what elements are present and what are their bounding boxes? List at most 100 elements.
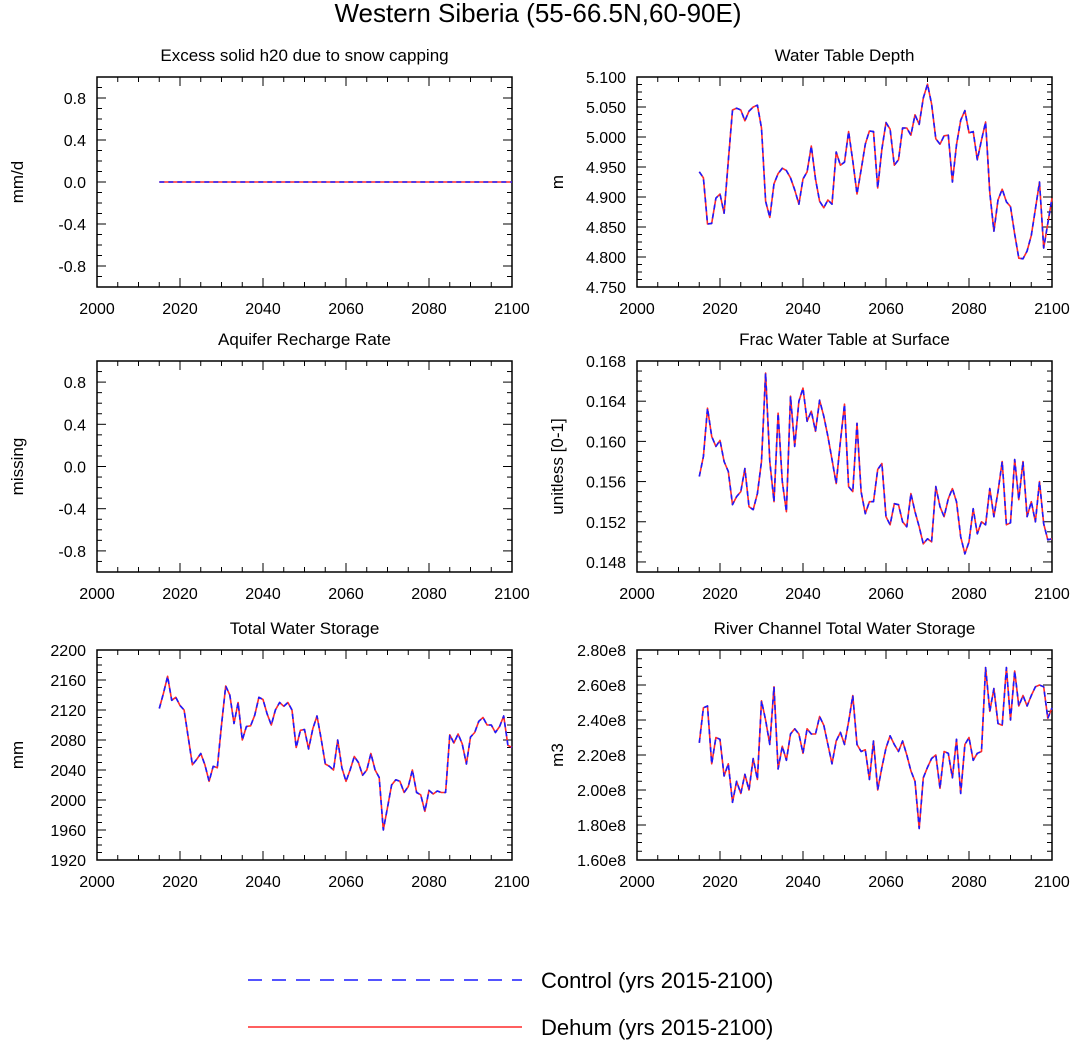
y-tick-label: 0.0 bbox=[64, 460, 86, 477]
y-tick-label: 2.80e8 bbox=[577, 643, 626, 660]
x-tick-label: 2080 bbox=[411, 586, 447, 603]
y-tick-label: 2.60e8 bbox=[577, 678, 626, 695]
x-tick-label: 2000 bbox=[79, 301, 115, 318]
series-dehum-line bbox=[158, 675, 513, 831]
x-tick-label: 2040 bbox=[785, 874, 821, 891]
legend-control-label: Control (yrs 2015-2100) bbox=[541, 968, 773, 993]
y-tick-label: 1960 bbox=[50, 823, 86, 840]
x-tick-label: 2060 bbox=[868, 586, 904, 603]
panel-5: Total Water Storage mm 2000 2020 2040 2060 208… bbox=[8, 619, 530, 891]
x-tick-label: 2100 bbox=[494, 586, 530, 603]
panel-3: Aquifer Recharge Rate missing 2000 2020 2040… bbox=[8, 330, 530, 603]
legend-dehum-label: Dehum (yrs 2015-2100) bbox=[541, 1015, 773, 1040]
panel-title: Excess solid h20 due to snow capping bbox=[160, 46, 448, 65]
y-tick-label: 2200 bbox=[50, 643, 86, 660]
x-tick-label: 2060 bbox=[868, 874, 904, 891]
y-tick-label: 0.160 bbox=[586, 434, 626, 451]
y-tick-label: 4.950 bbox=[586, 160, 626, 177]
panel-2: Water Table Depth m 2000 2020 2040 2060 2080 21… bbox=[548, 46, 1070, 318]
x-tick-label: 2100 bbox=[1034, 301, 1070, 318]
y-tick-label: 0.0 bbox=[64, 175, 86, 192]
x-tick-label: 2020 bbox=[162, 301, 198, 318]
y-tick-label: 2.40e8 bbox=[577, 713, 626, 730]
y-axis-label: m bbox=[548, 175, 567, 189]
legend: Control (yrs 2015-2100) Dehum (yrs 2015-… bbox=[248, 968, 773, 1040]
y-tick-label: 2080 bbox=[50, 733, 86, 750]
x-tick-label: 2040 bbox=[245, 874, 281, 891]
series-control-line bbox=[698, 372, 1053, 555]
y-axis-label: mm bbox=[8, 741, 27, 769]
x-tick-label: 2020 bbox=[702, 301, 738, 318]
panel-4: Frac Water Table at Surface unitless [0-1… bbox=[548, 330, 1070, 603]
series-control-line bbox=[158, 675, 513, 831]
series-control-line bbox=[698, 666, 1053, 830]
x-tick-label: 2040 bbox=[245, 586, 281, 603]
y-tick-label: -0.8 bbox=[58, 544, 86, 561]
y-tick-label: 4.750 bbox=[586, 280, 626, 297]
series-dehum-line bbox=[698, 83, 1053, 260]
y-tick-label: 0.4 bbox=[64, 417, 86, 434]
series-dehum-line bbox=[698, 666, 1053, 830]
x-tick-label: 2020 bbox=[702, 874, 738, 891]
y-tick-label: 2120 bbox=[50, 703, 86, 720]
x-tick-label: 2000 bbox=[619, 586, 655, 603]
x-tick-label: 2060 bbox=[328, 586, 364, 603]
y-tick-label: -0.4 bbox=[58, 502, 86, 519]
x-tick-label: 2100 bbox=[1034, 586, 1070, 603]
x-tick-label: 2100 bbox=[494, 874, 530, 891]
y-tick-label: 5.000 bbox=[586, 130, 626, 147]
panel-1: Excess solid h20 due to snow capping mm/d… bbox=[8, 46, 530, 318]
x-tick-label: 2080 bbox=[411, 874, 447, 891]
y-tick-label: 5.050 bbox=[586, 100, 626, 117]
plot-frame bbox=[96, 649, 513, 861]
plot-frame bbox=[636, 649, 1053, 861]
y-tick-label: 4.850 bbox=[586, 220, 626, 237]
y-tick-label: 5.100 bbox=[586, 70, 626, 87]
series-control-line bbox=[698, 83, 1053, 260]
y-tick-label: 1.80e8 bbox=[577, 818, 626, 835]
x-tick-label: 2040 bbox=[245, 301, 281, 318]
y-tick-label: -0.8 bbox=[58, 259, 86, 276]
panel-grid: Excess solid h20 due to snow capping mm/d… bbox=[8, 46, 1070, 891]
y-tick-label: 2.20e8 bbox=[577, 748, 626, 765]
y-tick-label: 0.156 bbox=[586, 475, 626, 492]
panel-title: Aquifer Recharge Rate bbox=[218, 330, 391, 349]
y-tick-label: 4.900 bbox=[586, 190, 626, 207]
y-tick-label: 0.148 bbox=[586, 555, 626, 572]
y-tick-label: 0.8 bbox=[64, 91, 86, 108]
y-tick-label: 4.800 bbox=[586, 250, 626, 267]
panel-title: River Channel Total Water Storage bbox=[714, 619, 976, 638]
y-tick-label: 2160 bbox=[50, 673, 86, 690]
y-axis-label: mm/d bbox=[8, 161, 27, 204]
x-tick-label: 2060 bbox=[328, 301, 364, 318]
y-tick-label: 0.164 bbox=[586, 394, 626, 411]
series-dehum-line bbox=[698, 372, 1053, 555]
panel-title: Frac Water Table at Surface bbox=[739, 330, 950, 349]
plot-frame bbox=[636, 360, 1053, 573]
y-tick-label: 0.168 bbox=[586, 354, 626, 371]
x-tick-label: 2000 bbox=[619, 874, 655, 891]
x-tick-label: 2080 bbox=[951, 874, 987, 891]
x-tick-label: 2000 bbox=[79, 586, 115, 603]
y-tick-label: 2000 bbox=[50, 793, 86, 810]
figure-title: Western Siberia (55-66.5N,60-90E) bbox=[334, 0, 741, 28]
x-tick-label: 2000 bbox=[619, 301, 655, 318]
panel-title: Total Water Storage bbox=[230, 619, 380, 638]
y-tick-label: 0.152 bbox=[586, 515, 626, 532]
x-tick-label: 2020 bbox=[702, 586, 738, 603]
panel-title: Water Table Depth bbox=[775, 46, 915, 65]
y-axis-label: m3 bbox=[548, 743, 567, 767]
x-tick-label: 2080 bbox=[951, 301, 987, 318]
y-tick-label: 0.4 bbox=[64, 133, 86, 150]
y-axis-label: missing bbox=[8, 438, 27, 496]
x-tick-label: 2080 bbox=[951, 586, 987, 603]
y-tick-label: 2040 bbox=[50, 763, 86, 780]
x-tick-label: 2060 bbox=[868, 301, 904, 318]
y-tick-label: 1.60e8 bbox=[577, 853, 626, 870]
x-tick-label: 2040 bbox=[785, 586, 821, 603]
x-tick-label: 2040 bbox=[785, 301, 821, 318]
y-axis-label: unitless [0-1] bbox=[548, 418, 567, 514]
x-tick-label: 2020 bbox=[162, 874, 198, 891]
x-tick-label: 2100 bbox=[494, 301, 530, 318]
